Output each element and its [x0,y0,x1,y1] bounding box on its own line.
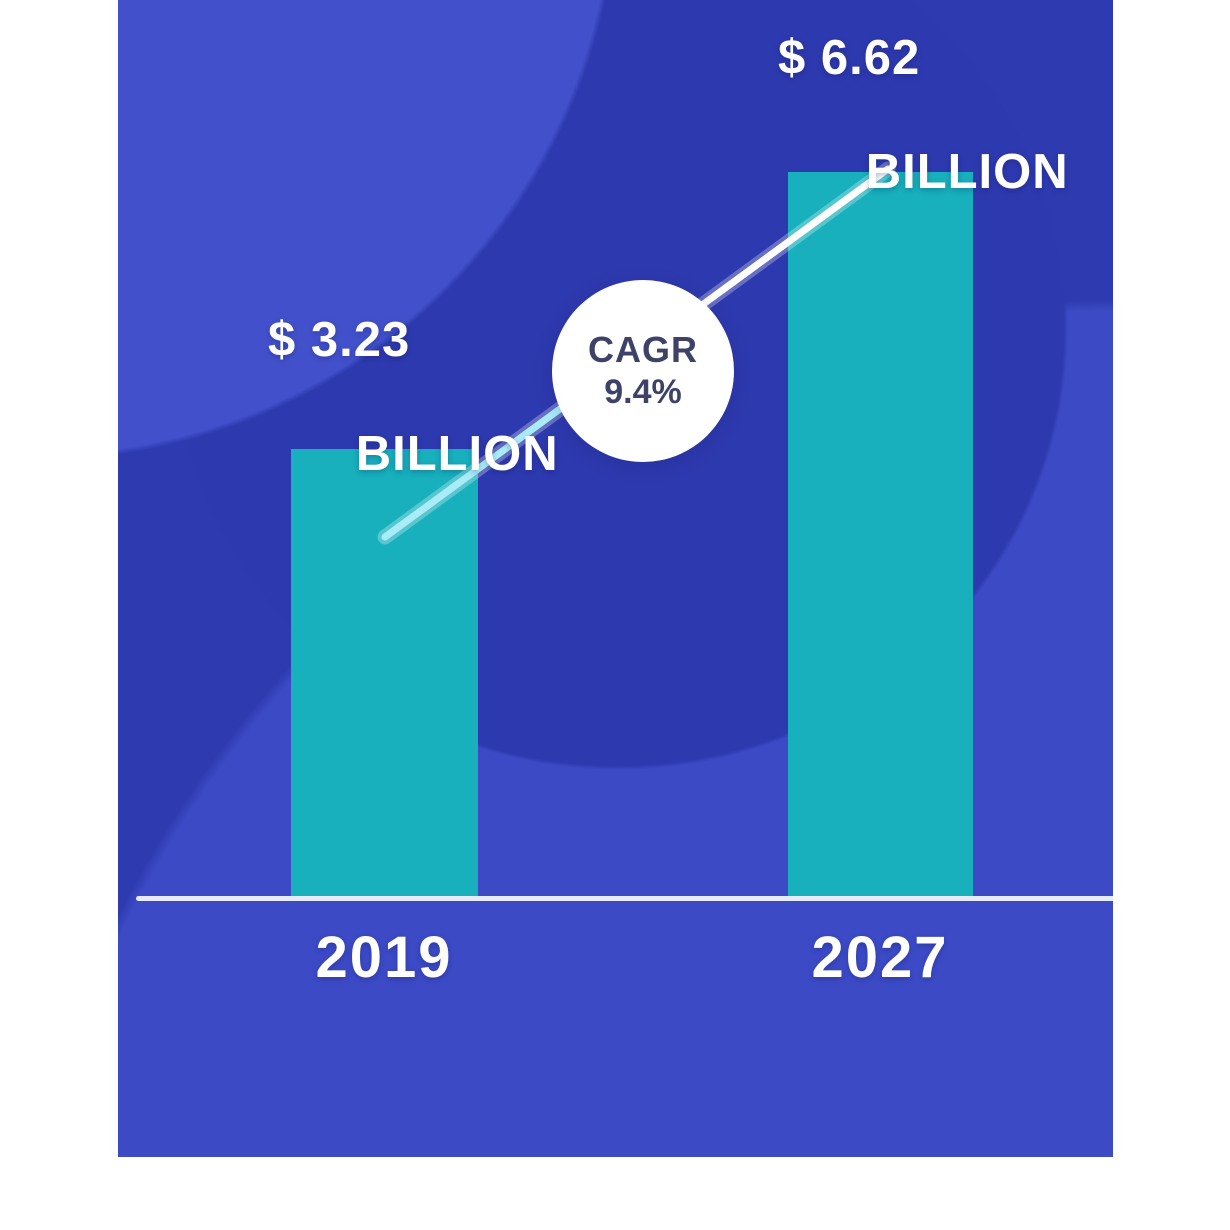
bar-2019 [291,449,478,898]
value-2019-unit: BILLION [355,427,559,481]
chart-panel: $ 3.23 BILLION $ 6.62 BILLION CAGR 9.4% … [118,0,1113,1157]
value-2027-amount: $ 6.62 [778,31,921,85]
value-2019-amount: $ 3.23 [268,313,411,367]
x-tick-2027: 2027 [811,925,949,990]
value-2027-unit: BILLION [865,145,1069,199]
bar-2027 [788,172,973,898]
x-axis-baseline [136,896,1113,901]
value-label-2019: $ 3.23 BILLION [268,312,559,483]
cagr-title: CAGR [588,329,698,370]
cagr-value: 9.4% [604,373,682,411]
cagr-badge: CAGR 9.4% [552,280,734,462]
value-label-2027: $ 6.62 BILLION [778,30,1069,201]
x-tick-2019: 2019 [315,925,453,990]
